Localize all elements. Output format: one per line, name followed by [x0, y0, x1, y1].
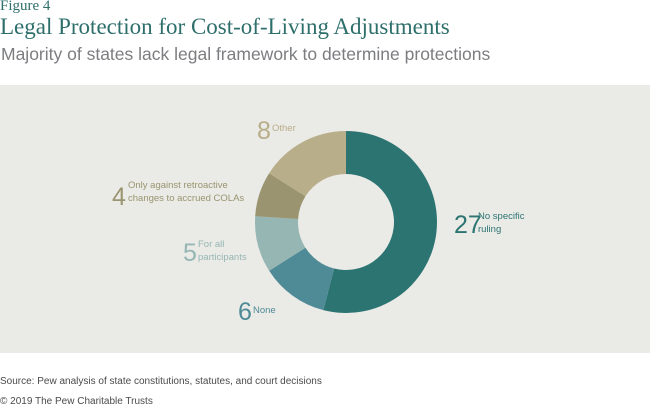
donut-slice-4	[269, 131, 346, 197]
slice-category-label-4: Other	[272, 123, 296, 134]
slice-value-label-1: 6	[238, 298, 252, 326]
slice-category-label-0: ruling	[478, 224, 501, 235]
slice-value-label-0: 27	[454, 211, 482, 239]
chart-title: Legal Protection for Cost-of-Living Adju…	[0, 14, 450, 39]
slice-value-label-2: 5	[183, 239, 197, 267]
donut-slice-0	[323, 131, 438, 313]
slice-category-label-3: changes to accrued COLAs	[128, 193, 244, 204]
donut-slice-3	[255, 173, 306, 219]
slice-value-label-4: 8	[257, 117, 271, 145]
slice-category-label-2: participants	[198, 252, 247, 263]
slice-category-label-1: None	[253, 305, 276, 316]
donut-slice-2	[255, 216, 306, 271]
slice-value-label-3: 4	[112, 183, 126, 211]
source-note: Source: Pew analysis of state constituti…	[0, 376, 322, 387]
slice-category-label-0: No specific	[478, 211, 525, 222]
figure-label: Figure 4	[0, 0, 51, 14]
chart-panel: 27 No specific ruling 6 None 5 For all particip…	[0, 85, 650, 353]
slice-category-label-2: For all	[198, 239, 224, 250]
donut-slice-1	[269, 247, 335, 311]
chart-subtitle: Majority of states lack legal framework …	[1, 44, 491, 64]
slice-category-label-3: Only against retroactive	[128, 180, 228, 191]
copyright-note: © 2019 The Pew Charitable Trusts	[0, 396, 153, 407]
